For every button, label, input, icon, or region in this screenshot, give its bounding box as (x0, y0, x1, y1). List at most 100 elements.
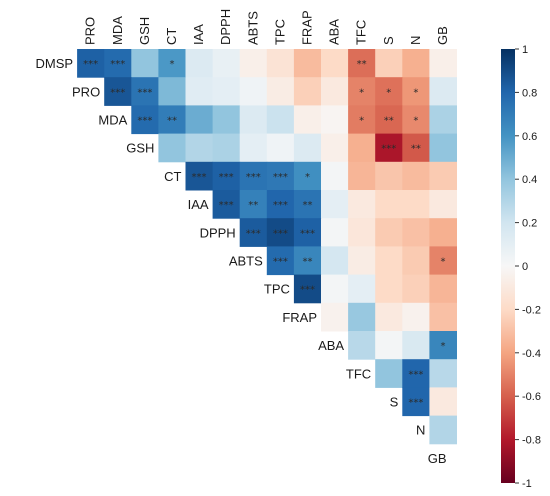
cell-GSH-IAA (185, 133, 214, 163)
cell-DMSP-ABTS (239, 49, 268, 78)
cell-CT-N (402, 161, 430, 191)
col-label-abts: ABTS (245, 11, 260, 45)
cell-TPC-TFC (348, 274, 376, 304)
cell-GSH-N (402, 133, 430, 163)
colorbar-tick-label: 0.6 (522, 131, 537, 143)
significance-GSH-N: ** (411, 144, 421, 155)
significance-TFC-N: *** (408, 369, 423, 380)
cell-IAA-ABTS (239, 190, 268, 219)
cell-ABA-TFC (348, 331, 376, 360)
significance-IAA-TPC: *** (273, 200, 288, 211)
cell-FRAP-GB (429, 302, 457, 332)
col-label-dpph: DPPH (218, 9, 233, 45)
cell-IAA-GB (429, 190, 457, 219)
cell-GSH-TFC (348, 133, 376, 163)
cell-FRAP-ABA (321, 302, 349, 332)
cell-DPPH-ABA (321, 218, 349, 247)
cell-GSH-ABTS (239, 133, 268, 163)
significance-ABA-GB: * (440, 341, 445, 352)
cell-ABTS-GB (429, 246, 457, 276)
cell-GSH-ABA (321, 133, 349, 163)
cell-MDA-GSH (131, 105, 159, 135)
row-label-abts: ABTS (229, 254, 263, 269)
cell-GSH-FRAP (293, 133, 322, 163)
cell-TFC-S (375, 359, 403, 388)
cell-GSH-DPPH (212, 133, 241, 163)
cell-DMSP-CT (158, 49, 186, 78)
row-label-s: S (390, 395, 399, 410)
col-label-ct: CT (164, 28, 179, 45)
cell-ABA-GB (429, 331, 457, 360)
heatmap-cells (77, 49, 457, 445)
cell-PRO-MDA (104, 77, 132, 106)
cell-PRO-FRAP (293, 77, 322, 106)
row-label-gb: GB (428, 451, 447, 466)
cell-PRO-TFC (348, 77, 376, 106)
cell-DPPH-S (375, 218, 403, 247)
cell-TPC-FRAP (293, 274, 322, 304)
cell-GSH-CT (158, 133, 186, 163)
significance-GSH-S: *** (381, 144, 396, 155)
cell-IAA-TPC (266, 190, 295, 219)
colorbar-tick-label: -0.2 (522, 304, 541, 316)
significance-markers: *** *** * ***** *** * * **** ** * ** **** ***** *** **… (83, 59, 445, 408)
cell-DMSP-GB (429, 49, 457, 78)
row-label-pro: PRO (72, 84, 100, 99)
colorbar-tick-label: -0.8 (522, 435, 541, 447)
cell-TPC-GB (429, 274, 457, 304)
cell-DPPH-FRAP (293, 218, 322, 247)
cell-FRAP-TFC (348, 302, 376, 332)
significance-DMSP-MDA: *** (110, 59, 125, 70)
cell-DPPH-GB (429, 218, 457, 247)
cell-GSH-GB (429, 133, 457, 163)
row-label-dmsp: DMSP (36, 56, 74, 71)
colorbar-tick-label: -0.6 (522, 391, 541, 403)
cell-DMSP-N (402, 49, 430, 78)
significance-S-N: *** (408, 398, 423, 409)
significance-MDA-GSH: *** (137, 116, 152, 127)
colorbar (501, 49, 515, 483)
significance-ABTS-TPC: *** (273, 257, 288, 268)
cell-S-N (402, 387, 430, 417)
cell-PRO-ABTS (239, 77, 268, 106)
significance-DMSP-TFC: ** (357, 59, 367, 70)
significance-DMSP-PRO: *** (83, 59, 98, 70)
cell-MDA-ABTS (239, 105, 268, 135)
cell-FRAP-N (402, 302, 430, 332)
cell-PRO-CT (158, 77, 186, 106)
col-label-aba: ABA (327, 19, 342, 45)
cell-MDA-ABA (321, 105, 349, 135)
cell-CT-TFC (348, 161, 376, 191)
cell-DPPH-N (402, 218, 430, 247)
significance-MDA-S: ** (384, 116, 394, 127)
cell-PRO-GB (429, 77, 457, 106)
cell-IAA-FRAP (293, 190, 322, 219)
significance-CT-TPC: *** (273, 172, 288, 183)
cell-S-GB (429, 387, 457, 417)
cell-MDA-IAA (185, 105, 214, 135)
cell-MDA-CT (158, 105, 186, 135)
col-label-frap: FRAP (299, 10, 314, 45)
significance-CT-IAA: *** (192, 172, 207, 183)
cell-ABTS-ABA (321, 246, 349, 276)
cell-DMSP-ABA (321, 49, 349, 78)
colorbar-gradient (501, 49, 515, 483)
row-label-tfc: TFC (346, 366, 371, 381)
row-label-n: N (416, 423, 425, 438)
significance-MDA-TFC: * (359, 116, 364, 127)
significance-PRO-TFC: * (359, 87, 364, 98)
row-label-tpc: TPC (264, 282, 290, 297)
significance-IAA-ABTS: ** (248, 200, 258, 211)
cell-DMSP-MDA (104, 49, 132, 78)
cell-IAA-S (375, 190, 403, 219)
cell-PRO-N (402, 77, 430, 106)
cell-ABTS-TFC (348, 246, 376, 276)
cell-CT-IAA (185, 161, 214, 191)
cell-DMSP-FRAP (293, 49, 322, 78)
cell-CT-GB (429, 161, 457, 191)
row-label-iaa: IAA (188, 197, 209, 212)
colorbar-tick-label: -1 (522, 478, 532, 490)
row-label-aba: ABA (318, 338, 344, 353)
